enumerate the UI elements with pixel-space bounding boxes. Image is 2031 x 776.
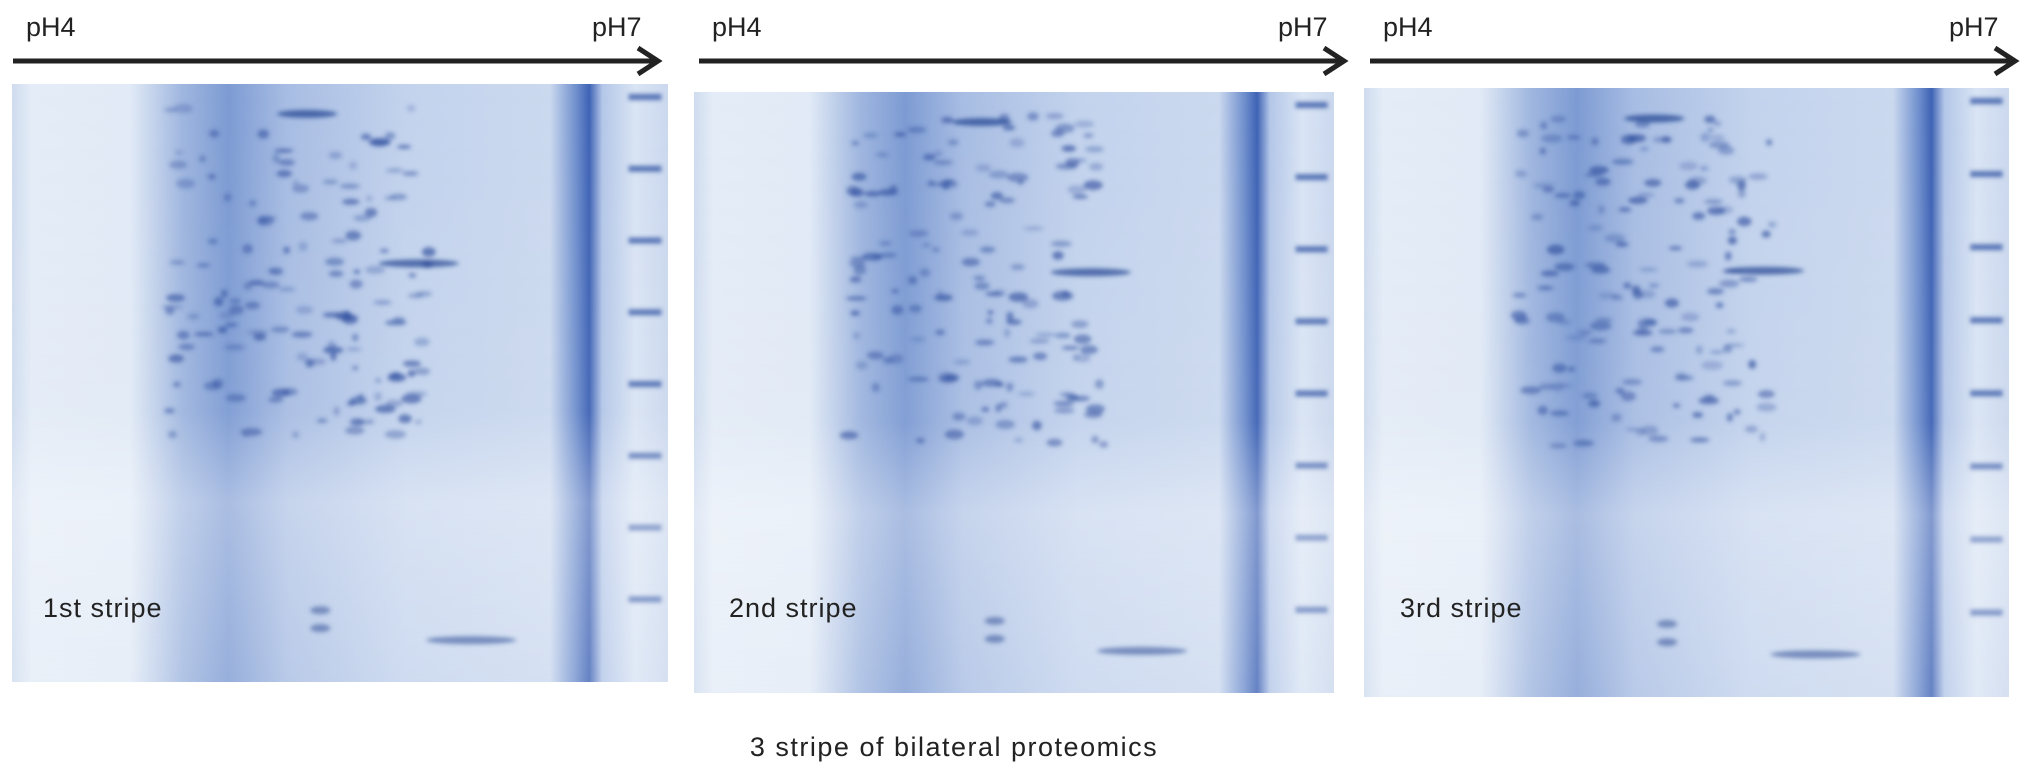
ph-right-label: pH7 xyxy=(1278,12,1328,42)
ph-left-label: pH4 xyxy=(1383,12,1433,42)
gel-fade xyxy=(12,84,668,682)
gel-panel: pH4 pH7 2nd stripe xyxy=(694,12,1349,693)
stripe-label: 2nd stripe xyxy=(729,593,858,623)
gel-panel: pH4 pH7 3rd stripe xyxy=(1364,12,2020,697)
ph-arrow-head xyxy=(636,45,663,77)
stripe-label: 1st stripe xyxy=(43,593,163,623)
caption: 3 stripe of bilateral proteomics xyxy=(750,732,1158,762)
ph-arrow-head xyxy=(1322,45,1349,77)
ph-left-label: pH4 xyxy=(26,12,76,42)
stripe-label: 3rd stripe xyxy=(1400,593,1523,623)
ph-right-label: pH7 xyxy=(1949,12,1999,42)
ph-right-label: pH7 xyxy=(592,12,642,42)
gel-fade xyxy=(694,92,1334,693)
ph-left-label: pH4 xyxy=(712,12,762,42)
ph-arrow-head xyxy=(1993,45,2020,77)
gel-fade xyxy=(1364,88,2009,697)
gel-panel: pH4 pH7 1st stripe xyxy=(12,12,668,682)
